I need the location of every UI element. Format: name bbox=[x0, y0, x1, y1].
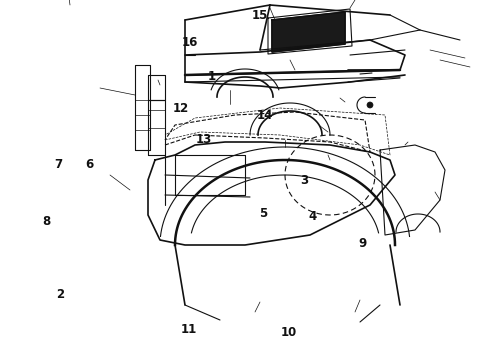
Text: 7: 7 bbox=[54, 158, 62, 171]
Text: 16: 16 bbox=[182, 36, 198, 49]
Text: 2: 2 bbox=[56, 288, 64, 301]
Text: 4: 4 bbox=[309, 210, 317, 223]
Text: 13: 13 bbox=[195, 133, 212, 146]
Text: 5: 5 bbox=[260, 207, 268, 220]
Polygon shape bbox=[272, 12, 345, 52]
Text: 3: 3 bbox=[300, 174, 308, 186]
Text: 6: 6 bbox=[86, 158, 94, 171]
Text: 10: 10 bbox=[281, 327, 297, 339]
Text: 1: 1 bbox=[208, 70, 216, 83]
Circle shape bbox=[367, 102, 373, 108]
Text: 14: 14 bbox=[256, 109, 273, 122]
Text: 12: 12 bbox=[173, 102, 190, 114]
Text: 9: 9 bbox=[359, 237, 367, 250]
Text: 15: 15 bbox=[251, 9, 268, 22]
Text: 11: 11 bbox=[180, 323, 197, 336]
Text: 8: 8 bbox=[43, 215, 50, 228]
